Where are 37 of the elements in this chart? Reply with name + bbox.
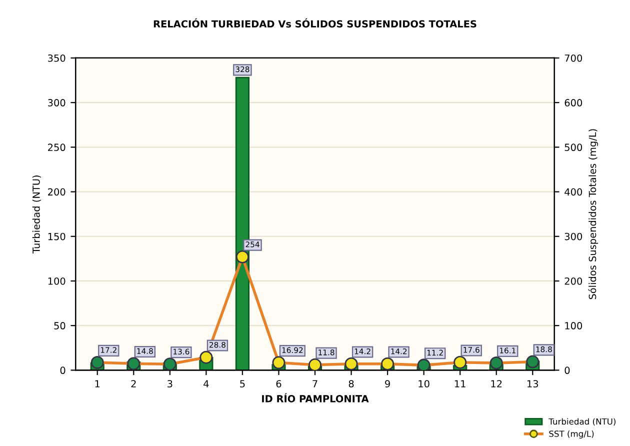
y2-tick-label: 500 bbox=[564, 144, 582, 152]
y-tick-label: 250 bbox=[48, 144, 66, 152]
y2-tick-label: 200 bbox=[564, 277, 582, 285]
y-tick-label: 350 bbox=[48, 54, 66, 62]
x-tick-label: 4 bbox=[204, 380, 209, 388]
x-tick-label: 11 bbox=[454, 380, 466, 388]
x-tick-label: 9 bbox=[385, 380, 390, 388]
point bbox=[417, 358, 430, 370]
y-tick-label: 0 bbox=[60, 366, 66, 374]
x-tick-label: 1 bbox=[95, 380, 100, 388]
point bbox=[308, 358, 322, 370]
y2-tick-label: 400 bbox=[564, 188, 582, 196]
y-tick-label: 100 bbox=[48, 277, 66, 285]
y-tick-label: 50 bbox=[54, 322, 66, 330]
y-tick-label: 150 bbox=[48, 232, 66, 240]
x-tick-label: 2 bbox=[131, 380, 136, 388]
y2-tick-label: 300 bbox=[564, 232, 582, 240]
y2-tick-label: 700 bbox=[564, 54, 582, 62]
y2-tick-label: 0 bbox=[564, 366, 570, 374]
y-tick-label: 200 bbox=[48, 188, 66, 196]
y2-axis-title: Sólidos Suspendidos Totales (mg/L) bbox=[588, 129, 598, 300]
legend-label: Turbiedad (NTU) bbox=[548, 418, 616, 426]
chart-title: RELACIÓN TURBIEDAD Vs SÓLIDOS SUSPENDIDOS TOTALES bbox=[154, 18, 476, 28]
x-tick-label: 13 bbox=[528, 380, 538, 388]
y2-tick-label: 600 bbox=[564, 99, 582, 106]
x-tick-label: 5 bbox=[240, 380, 245, 388]
x-tick-label: 10 bbox=[418, 380, 430, 388]
y2-tick-label: 100 bbox=[565, 322, 582, 330]
x-tick-label: 6 bbox=[276, 380, 282, 388]
x-axis-title: ID RÍO PAMPLONITA bbox=[262, 393, 369, 402]
x-tick-label: 7 bbox=[312, 380, 318, 388]
x-tick-label: 8 bbox=[348, 380, 354, 388]
legend-label: SST (mg/L) bbox=[549, 430, 594, 438]
y-tick-label: 300 bbox=[48, 99, 66, 106]
y-axis-title: Turbiedad (NTU) bbox=[32, 176, 42, 254]
x-tick-label: 12 bbox=[491, 380, 502, 388]
x-tick-label: 3 bbox=[168, 380, 172, 388]
